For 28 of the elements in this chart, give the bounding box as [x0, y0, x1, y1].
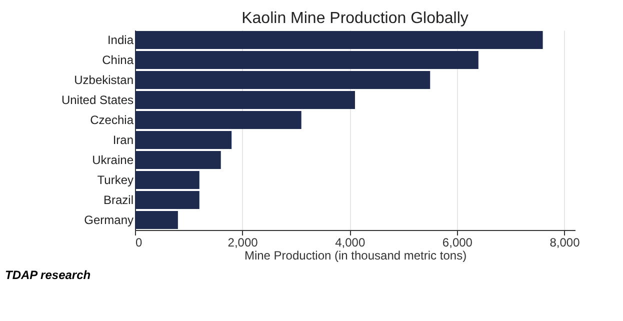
text: TDAP research: [5, 268, 91, 282]
y-tick-label: Brazil: [103, 193, 134, 207]
bar: [135, 71, 430, 89]
bar: [135, 191, 200, 209]
x-tick-label: 2,000: [228, 236, 258, 250]
bar: [135, 131, 232, 149]
y-tick-label: China: [102, 53, 134, 67]
bar: [135, 171, 200, 189]
y-tick-label: United States: [61, 93, 134, 107]
y-tick-label: Iran: [112, 133, 134, 147]
bar: [135, 31, 543, 49]
x-tick-label: 0: [136, 236, 142, 250]
bar: [135, 51, 478, 69]
y-tick-label: Turkey: [97, 173, 134, 187]
x-tick-label: 8,000: [550, 236, 580, 250]
chart-title: Kaolin Mine Production Globally: [242, 10, 468, 27]
x-tick-label: 4,000: [335, 236, 366, 250]
bar: [135, 91, 355, 109]
y-tick-label: Czechia: [90, 113, 134, 127]
y-tick-label: India: [107, 33, 134, 47]
y-tick-label: Uzbekistan: [74, 73, 134, 87]
y-tick-label: Ukraine: [92, 153, 134, 167]
bar: [135, 111, 302, 129]
x-axis-title: Mine Production (in thousand metric tons): [244, 248, 467, 262]
y-tick-label: Germany: [84, 213, 134, 227]
x-tick-label: 6,000: [442, 236, 473, 250]
bar: [135, 211, 178, 229]
bar: [135, 151, 221, 169]
